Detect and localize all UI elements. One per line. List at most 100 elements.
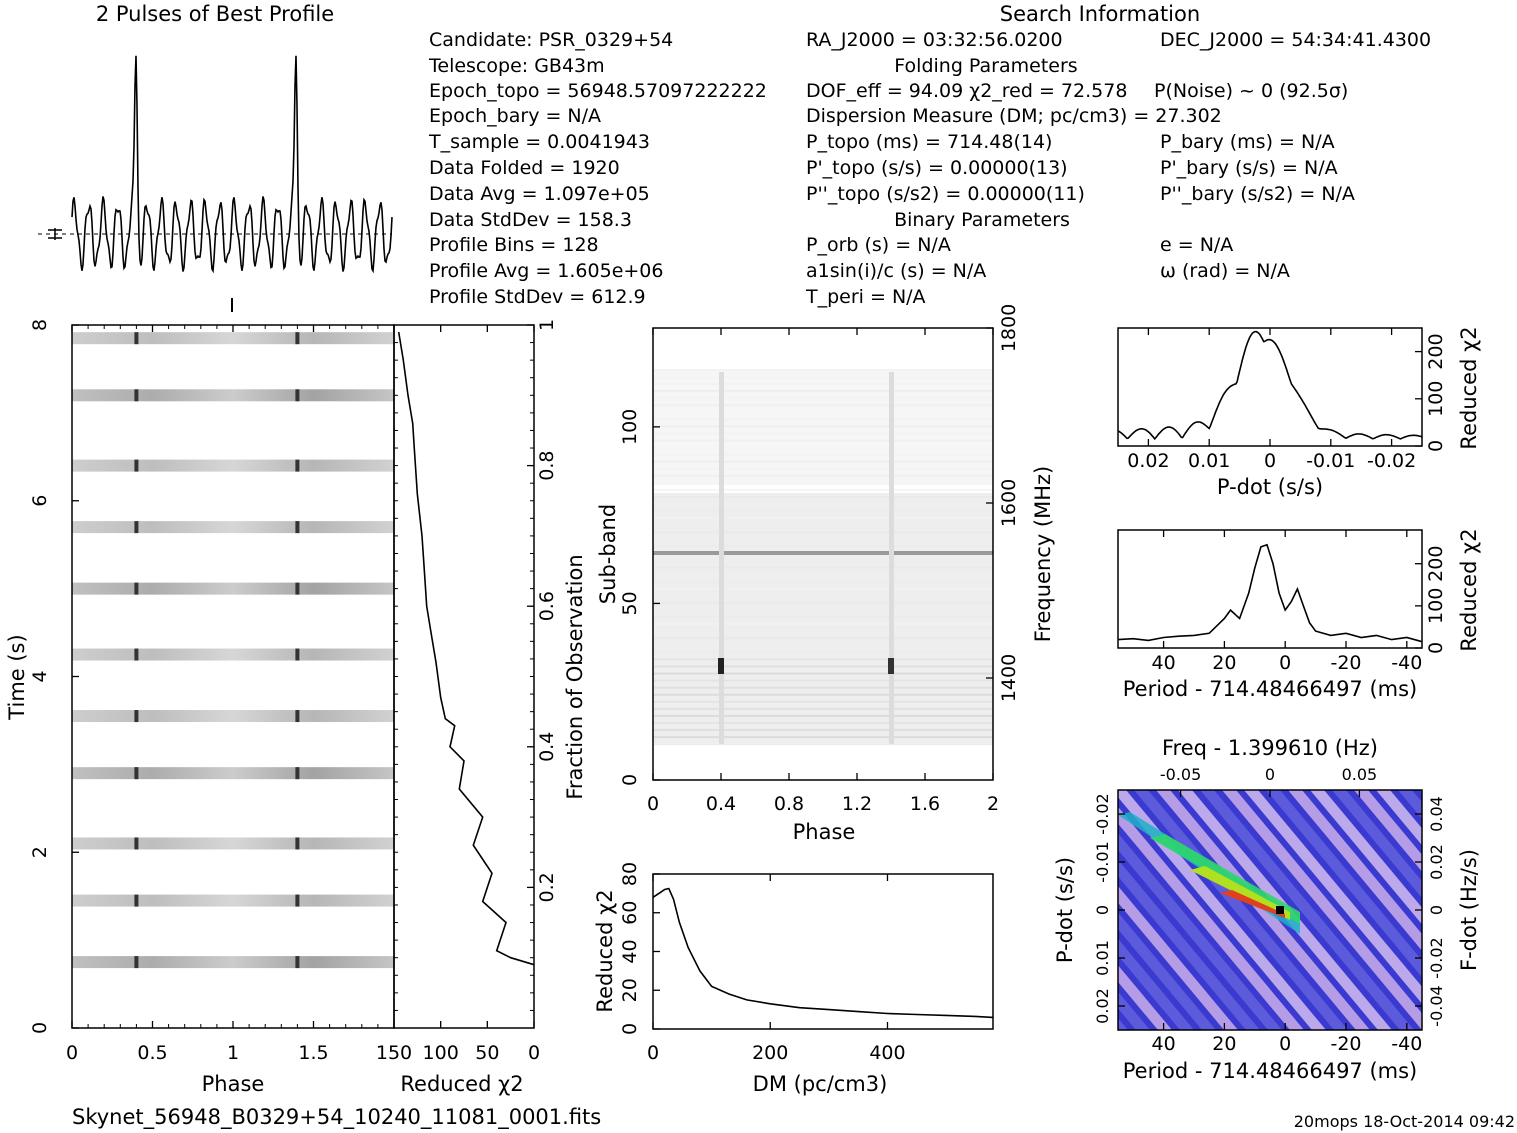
time-row-band: [72, 521, 394, 534]
info-omega: ω (rad) = N/A: [1160, 260, 1290, 282]
info-tperi: T_peri = N/A: [805, 286, 926, 308]
pdot-period-image: [826, 790, 1422, 1030]
info-pddtopo: P''_topo (s/s2) = 0.00000(11): [806, 183, 1085, 205]
subband-channel-row: [653, 390, 993, 393]
ppdot-stripe: [1354, 790, 1422, 872]
tick-label: 2: [987, 793, 999, 815]
subband-channel-row: [653, 679, 993, 682]
chi-pdot-line: [1117, 330, 1423, 441]
tick-label: 50: [619, 591, 641, 615]
ppdot-axes: 40 20 0 -20 -40 -0.05 0 0.05 -0.02 -0.01 0 0.01 0.02…: [1093, 765, 1446, 1055]
info-profile-stddev: Profile StdDev = 612.9: [429, 286, 646, 308]
tick-label: 0: [1264, 450, 1276, 472]
subband-channel-row: [653, 488, 993, 491]
subband-channel-row: [653, 510, 993, 513]
ppdot-stripe: [1376, 790, 1422, 846]
ppdot-stripe: [1118, 790, 1326, 1030]
ppdot-stripe: [1118, 991, 1150, 1030]
info-a1: a1sin(i)/c (s) = N/A: [806, 260, 986, 282]
subband-channel-row: [653, 496, 993, 498]
info-profile-bins: Profile Bins = 128: [429, 234, 599, 256]
tick-label: 0.2: [536, 872, 558, 902]
subband-channel-row: [653, 481, 993, 484]
tick-label: 0.02: [1093, 988, 1112, 1024]
tick-label: -0.05: [1160, 765, 1201, 784]
ppdot-stripe: [1118, 806, 1304, 1030]
ppdot-stripe: [1266, 790, 1422, 978]
tick-label: -0.02: [1427, 937, 1446, 978]
time-row-pulse: [295, 956, 300, 969]
tick-label: 0.5: [137, 1042, 167, 1064]
tick-label: 0: [1093, 905, 1112, 915]
chi-time-xlabel: Reduced χ2: [400, 1072, 523, 1096]
subband-channel-row: [653, 658, 993, 661]
tick-label: 0.01: [1188, 450, 1230, 472]
subband-region-upper: [653, 370, 993, 485]
folding-params-title: Folding Parameters: [894, 55, 1077, 77]
time-row-pulse: [295, 459, 300, 472]
ppdot-xlabel: Period - 714.48466497 (ms): [1123, 1059, 1418, 1083]
ppdot-stripe: [1288, 790, 1422, 951]
subband-channel-row: [653, 404, 993, 407]
tick-label: 1.5: [298, 1042, 328, 1064]
subband-channel-row: [653, 616, 993, 619]
info-data-stddev: Data StdDev = 158.3: [429, 209, 632, 231]
info-porb: P_orb (s) = N/A: [806, 234, 951, 256]
info-pddbary: P''_bary (s/s2) = N/A: [1160, 183, 1355, 205]
time-phase-frame: [71, 324, 395, 1029]
tick-label: 100: [423, 1042, 459, 1064]
subband-pulse-2-bright: [888, 658, 894, 674]
info-dm: Dispersion Measure (DM; pc/cm3) = 27.302: [806, 105, 1222, 127]
ppdot-stripe: [1118, 859, 1260, 1030]
time-phase-image: [72, 332, 394, 969]
info-e: e = N/A: [1160, 234, 1233, 256]
chi-pdot-plot: 0.02 0.01 0 -0.01 -0.02 0 100 200 P-dot (s/s) R…: [1117, 326, 1481, 499]
time-row-pulse: [295, 582, 300, 595]
subband-axes: 0 0.4 0.8 1.2 1.6 2 0 50 100 1400 1600 1800: [619, 304, 1020, 815]
info-profile-avg: Profile Avg = 1.605e+06: [429, 260, 664, 282]
subband-channel-row: [653, 714, 993, 717]
subband-channel-row: [653, 736, 993, 739]
subband-channel-row: [653, 474, 993, 477]
subband-image: [653, 328, 993, 780]
info-right-block: DEC_J2000 = 54:34:41.4300 P(Noise) ~ 0 (…: [1154, 29, 1431, 282]
tick-label: -0.01: [1093, 841, 1112, 882]
ppdot-y2label: F-dot (Hz/s): [1457, 849, 1481, 971]
time-row-pulse: [134, 767, 139, 780]
chi-dm-plot: 0 200 400 0 20 40 60 80 DM (pc/cm3) Reduced χ2: [593, 862, 994, 1096]
search-info-title: Search Information: [1000, 2, 1200, 26]
tick-label: 40: [619, 939, 641, 963]
ppdot-stripe: [1398, 790, 1422, 819]
subband-channel-row: [653, 644, 993, 647]
subband-channel-row: [653, 729, 993, 732]
tick-label: 80: [619, 862, 641, 886]
tick-label: -0.02: [1367, 450, 1416, 472]
time-row-pulse: [295, 837, 300, 850]
ppdot-stripe: [848, 790, 1062, 1030]
subband-channel-row: [653, 411, 993, 414]
time-row-pulse: [295, 389, 300, 402]
time-row-pulse: [134, 956, 139, 969]
tick-label: 20: [1212, 652, 1236, 674]
time-row-pulse: [134, 389, 139, 402]
subband-xlabel: Phase: [793, 820, 856, 844]
tick-label: 0.02: [1427, 844, 1446, 880]
tick-label: 1: [536, 319, 558, 331]
time-row-pulse: [134, 894, 139, 907]
chi-pdot-ylabel: Reduced χ2: [1457, 326, 1481, 449]
subband-channel-row: [653, 383, 993, 385]
ppdot-stripe: [826, 790, 1040, 1030]
chi-pdot-axes: 0.02 0.01 0 -0.01 -0.02 0 100 200: [1127, 328, 1447, 472]
tick-label: 0: [1265, 765, 1275, 784]
time-phase-ylabel: Time (s): [5, 634, 29, 720]
subband-channel-row: [653, 517, 993, 520]
tick-label: 0: [1425, 440, 1447, 452]
info-epoch-bary: Epoch_bary = N/A: [429, 105, 601, 127]
time-row-pulse: [295, 648, 300, 661]
time-row-pulse: [134, 710, 139, 723]
tick-label: 1: [227, 1042, 239, 1064]
time-row-pulse: [134, 648, 139, 661]
tick-label: 200: [1425, 333, 1447, 369]
info-pdbary: P'_bary (s/s) = N/A: [1160, 157, 1338, 179]
